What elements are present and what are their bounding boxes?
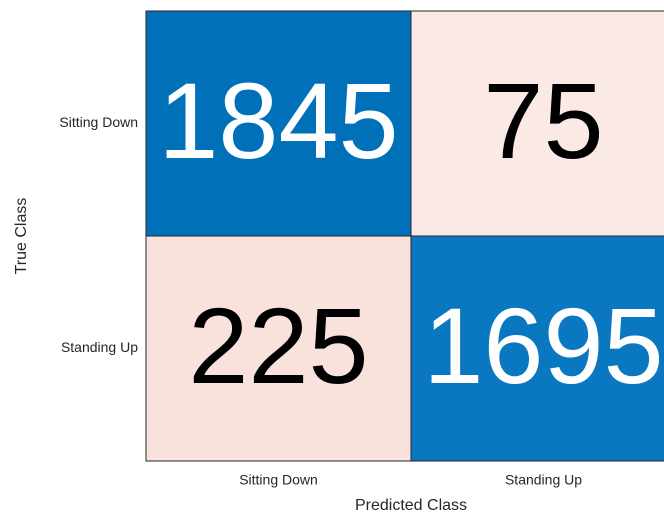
x-tick-label: Sitting Down	[239, 472, 318, 488]
y-axis-label: True Class	[13, 198, 30, 275]
y-tick-label: Standing Up	[61, 339, 138, 355]
x-axis-label: Predicted Class	[355, 497, 467, 514]
cell	[410, 235, 664, 462]
cell	[145, 235, 412, 462]
y-tick-label: Sitting Down	[59, 114, 138, 130]
cell-value: 1845	[158, 60, 398, 181]
cell-value: 225	[188, 285, 368, 406]
cell-value: 1695	[423, 285, 663, 406]
cell-value: 75	[483, 60, 603, 181]
x-tick-label: Standing Up	[505, 472, 582, 488]
cell	[145, 10, 412, 237]
cell	[410, 10, 664, 237]
